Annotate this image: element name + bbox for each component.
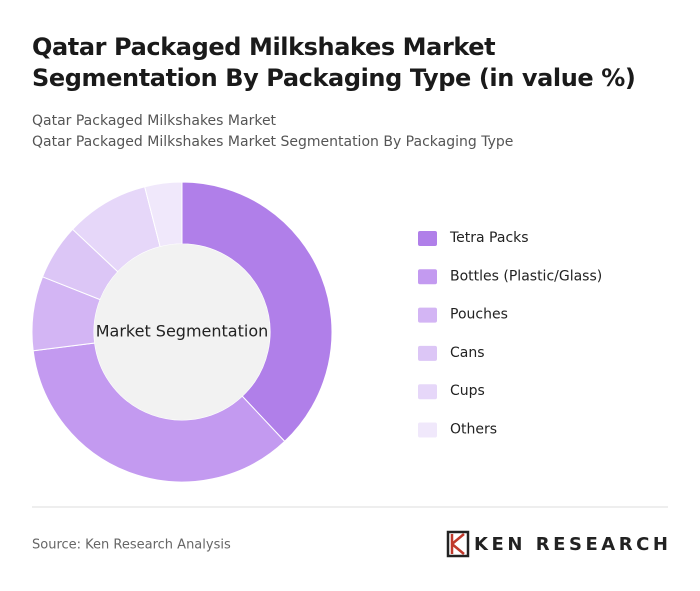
donut-hole: [94, 244, 270, 420]
legend-swatch: [418, 269, 437, 285]
center-label: Market Segmentation: [96, 322, 269, 341]
legend-swatch: [418, 307, 437, 323]
legend-label: Cans: [450, 345, 485, 361]
legend-label: Bottles (Plastic/Glass): [450, 268, 602, 284]
legend-swatch: [418, 422, 437, 438]
subtitle: Qatar Packaged Milkshakes Market Segment…: [32, 134, 514, 150]
subtitle: Qatar Packaged Milkshakes Market: [32, 113, 277, 129]
legend-swatch: [418, 345, 437, 361]
legend-label: Tetra Packs: [449, 230, 529, 246]
legend-swatch: [418, 384, 437, 400]
chart-title: Qatar Packaged Milkshakes Market Segment…: [32, 33, 636, 92]
logo-text: KEN RESEARCH: [474, 534, 668, 555]
legend-label: Pouches: [450, 307, 508, 323]
source: Source: Ken Research Analysis: [32, 538, 231, 553]
legend-swatch: [418, 231, 437, 246]
legend-label: Others: [450, 422, 497, 438]
legend-label: Cups: [450, 383, 485, 399]
logo-icon: [446, 530, 470, 558]
